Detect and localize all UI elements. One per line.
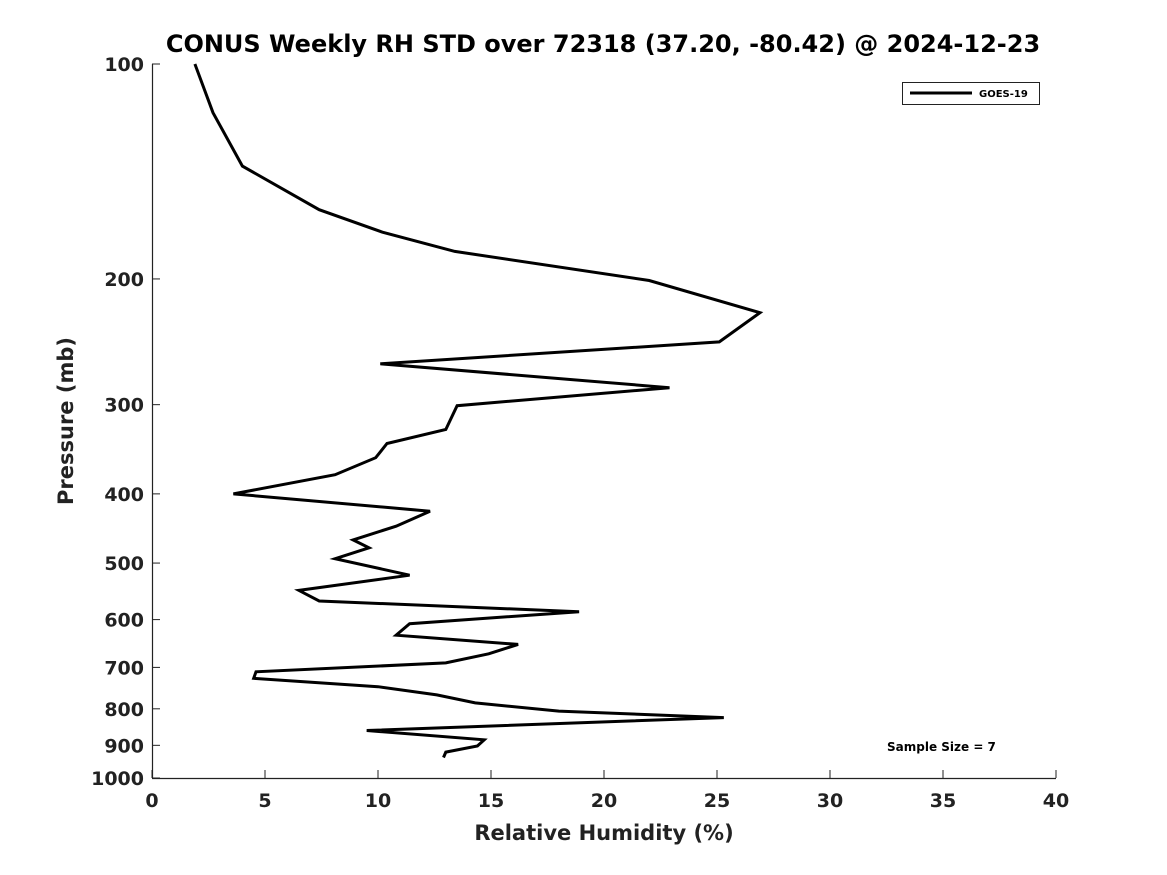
y-tick-label: 500 bbox=[104, 553, 144, 575]
legend-label-goes-19: GOES-19 bbox=[979, 89, 1028, 100]
x-axis: 0 5 10 15 20 25 30 35 40 bbox=[145, 770, 1069, 812]
x-tick-label: 35 bbox=[930, 790, 956, 812]
x-tick-label: 5 bbox=[258, 790, 271, 812]
x-axis-label: Relative Humidity (%) bbox=[474, 821, 733, 845]
x-tick-label: 20 bbox=[591, 790, 617, 812]
x-tick-label: 15 bbox=[478, 790, 504, 812]
sample-size-annotation: Sample Size = 7 bbox=[887, 740, 996, 754]
x-tick-label: 0 bbox=[145, 790, 158, 812]
y-axis-label: Pressure (mb) bbox=[54, 337, 78, 505]
y-tick-label: 400 bbox=[104, 484, 144, 506]
x-tick-label: 30 bbox=[817, 790, 843, 812]
series-line-goes-19 bbox=[193, 63, 764, 759]
x-tick-label: 25 bbox=[704, 790, 730, 812]
x-tick-label: 40 bbox=[1043, 790, 1069, 812]
y-tick-label: 600 bbox=[104, 610, 144, 632]
series-layer bbox=[193, 63, 764, 759]
y-tick-label: 300 bbox=[104, 395, 144, 417]
y-tick-label: 200 bbox=[104, 269, 144, 291]
legend: GOES-19 bbox=[902, 82, 1040, 105]
y-axis: 100 200 300 400 500 600 700 800 900 1000 bbox=[91, 54, 160, 790]
chart-title: CONUS Weekly RH STD over 72318 (37.20, -… bbox=[166, 30, 1040, 58]
x-tick-label: 10 bbox=[365, 790, 391, 812]
y-tick-label: 900 bbox=[104, 735, 144, 757]
y-tick-label: 100 bbox=[104, 54, 144, 76]
y-tick-label: 800 bbox=[104, 699, 144, 721]
y-tick-label: 700 bbox=[104, 657, 144, 679]
y-tick-label: 1000 bbox=[91, 768, 144, 790]
